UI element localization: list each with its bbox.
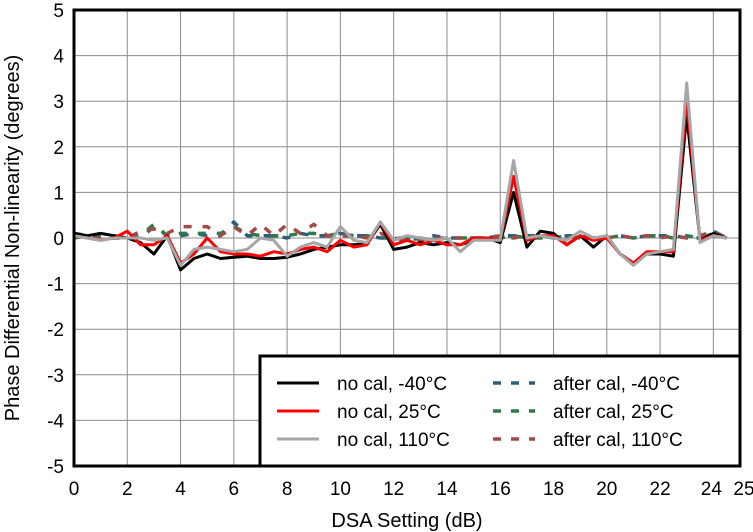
x-tick-label: 8 <box>282 479 293 500</box>
legend-label: after cal, 110°C <box>553 430 683 451</box>
y-tick-label: -3 <box>47 366 64 387</box>
series-line-4 <box>73 222 728 243</box>
x-tick-label: 24 <box>701 479 723 500</box>
legend-label: after cal, -40°C <box>553 374 680 395</box>
legend-label: after cal, 25°C <box>553 402 674 423</box>
x-tick-label: 14 <box>436 479 458 500</box>
series-line-2 <box>73 81 727 267</box>
legend: no cal, -40°C no cal, 25°C no cal, 110°C af… <box>258 354 742 468</box>
y-axis-title: Phase Differential Non-linearity (degree… <box>2 55 24 421</box>
x-tick-label: 25 <box>733 479 753 500</box>
x-tick-label: 0 <box>69 479 80 500</box>
y-tick-label: 1 <box>53 183 64 204</box>
y-tick-label: 4 <box>53 47 64 68</box>
y-tick-label: 3 <box>53 92 64 113</box>
x-tick-label: 2 <box>122 479 133 500</box>
series-layer <box>73 81 728 272</box>
legend-label: no cal, 110°C <box>337 430 450 451</box>
x-tick-label: 10 <box>330 479 351 500</box>
legend-label: no cal, -40°C <box>337 374 447 395</box>
x-tick-label: 18 <box>543 479 564 500</box>
x-tick-labels: 0 2 4 6 8 10 12 14 16 18 20 22 24 25 <box>69 479 753 500</box>
y-tick-label: 5 <box>53 1 64 22</box>
y-tick-label: -4 <box>47 411 64 432</box>
y-tick-label: -2 <box>47 320 64 341</box>
y-tick-label: -1 <box>47 275 64 296</box>
x-tick-label: 4 <box>175 479 186 500</box>
x-tick-label: 12 <box>383 479 404 500</box>
x-tick-label: 22 <box>650 479 671 500</box>
x-tick-label: 6 <box>229 479 240 500</box>
x-tick-label: 20 <box>596 479 617 500</box>
y-tick-label: 2 <box>53 138 64 159</box>
y-tick-label: -5 <box>47 457 64 478</box>
y-tick-label: 0 <box>53 229 64 250</box>
x-axis-title: DSA Setting (dB) <box>331 510 482 532</box>
y-tick-labels: -5 -4 -3 -2 -1 0 1 2 3 4 5 <box>47 1 64 478</box>
x-tick-label: 16 <box>490 479 511 500</box>
legend-label: no cal, 25°C <box>337 402 441 423</box>
